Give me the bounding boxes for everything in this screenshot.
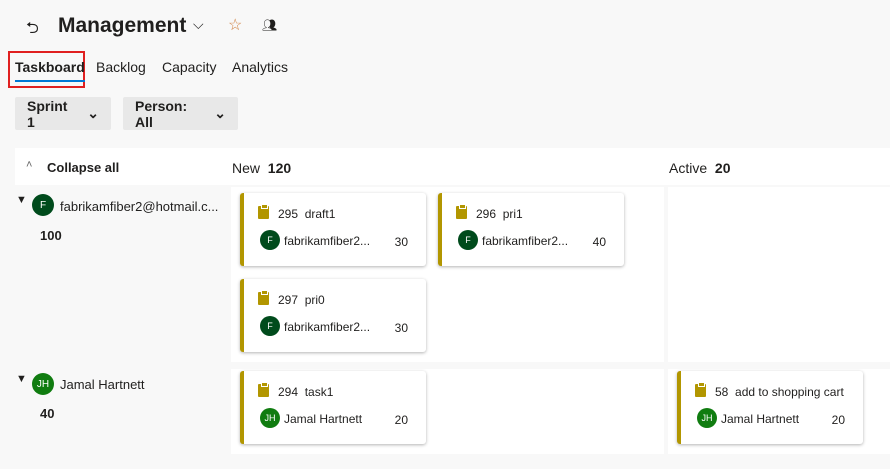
- tab-capacity[interactable]: Capacity: [162, 59, 217, 75]
- card-title-text: task1: [304, 385, 334, 399]
- avatar: JH: [32, 373, 54, 395]
- card-id: 297: [278, 293, 299, 307]
- task-card[interactable]: 296 pri1 F fabrikamfiber2... 40: [438, 193, 624, 266]
- task-clipboard-icon: [695, 382, 706, 397]
- card-id: 295: [278, 207, 299, 221]
- card-remaining-work[interactable]: 30: [394, 235, 408, 249]
- card-assignee[interactable]: fabrikamfiber2...: [284, 320, 371, 334]
- lane-cell: [668, 187, 890, 362]
- card-assignee[interactable]: Jamal Hartnett: [721, 412, 800, 426]
- column-count: 20: [714, 160, 731, 176]
- board-header: [15, 148, 890, 185]
- card-assignee[interactable]: fabrikamfiber2...: [284, 234, 371, 248]
- avatar: F: [458, 230, 478, 250]
- card-id: 294: [278, 385, 299, 399]
- expand-triangle-icon[interactable]: ▼: [16, 373, 27, 385]
- card-remaining-work[interactable]: 30: [394, 321, 408, 335]
- card-title[interactable]: 294 task1: [278, 385, 333, 399]
- card-title-text: draft1: [304, 207, 336, 221]
- lane-name: fabrikamfiber2@hotmail.c...: [60, 199, 219, 214]
- column-name: New: [232, 160, 261, 176]
- highlight-box: [8, 51, 85, 88]
- card-title-text: pri0: [304, 293, 325, 307]
- task-clipboard-icon: [258, 204, 269, 219]
- lane-hours: 40: [40, 406, 55, 421]
- avatar: JH: [697, 408, 717, 428]
- avatar: F: [32, 194, 54, 216]
- column-name: Active: [669, 160, 708, 176]
- card-title[interactable]: 58 add to shopping cart: [715, 385, 844, 399]
- chevron-down-icon: ⌄: [87, 105, 99, 121]
- task-clipboard-icon: [258, 382, 269, 397]
- card-remaining-work[interactable]: 40: [592, 235, 606, 249]
- page-title: Management: [58, 14, 187, 37]
- tab-backlog[interactable]: Backlog: [96, 59, 146, 75]
- collapse-icon[interactable]: ˄: [26, 159, 33, 171]
- sprint-dropdown[interactable]: Sprint 1 ⌄: [15, 97, 111, 130]
- card-remaining-work[interactable]: 20: [831, 413, 845, 427]
- column-header-new: New 120: [232, 160, 291, 176]
- star-icon[interactable]: ☆: [228, 17, 243, 34]
- card-assignee[interactable]: fabrikamfiber2...: [482, 234, 569, 248]
- card-title[interactable]: 295 draft1: [278, 207, 335, 221]
- card-title[interactable]: 297 pri0: [278, 293, 325, 307]
- person-label: Person: All: [135, 97, 188, 130]
- avatar: F: [260, 230, 280, 250]
- chevron-down-icon: ⌄: [214, 105, 226, 121]
- tab-analytics[interactable]: Analytics: [232, 59, 289, 75]
- avatar: F: [260, 316, 280, 336]
- task-card[interactable]: 295 draft1 F fabrikamfiber2... 30: [240, 193, 426, 266]
- tab-taskboard[interactable]: Taskboard: [15, 59, 85, 82]
- card-id: 58: [715, 385, 729, 399]
- lane-hours: 100: [40, 228, 62, 243]
- card-remaining-work[interactable]: 20: [394, 413, 408, 427]
- sprint-label: Sprint 1: [27, 97, 68, 130]
- chevron-down-icon[interactable]: ⌵: [193, 16, 204, 32]
- task-card[interactable]: 58 add to shopping cart JH Jamal Hartnet…: [677, 371, 863, 444]
- team-icon: ⮌: [26, 20, 39, 37]
- column-header-active: Active 20: [669, 160, 730, 176]
- lane-name: Jamal Hartnett: [60, 377, 145, 392]
- card-id: 296: [476, 207, 497, 221]
- task-clipboard-icon: [456, 204, 467, 219]
- person-dropdown[interactable]: Person: All ⌄: [123, 97, 238, 130]
- task-card[interactable]: 294 task1 JH Jamal Hartnett 20: [240, 371, 426, 444]
- column-count: 120: [267, 160, 292, 176]
- card-assignee[interactable]: Jamal Hartnett: [284, 412, 363, 426]
- task-clipboard-icon: [258, 290, 269, 305]
- card-title-text: pri1: [502, 207, 523, 221]
- task-card[interactable]: 297 pri0 F fabrikamfiber2... 30: [240, 279, 426, 352]
- collapse-all-button[interactable]: Collapse all: [47, 160, 120, 175]
- card-title-text: add to shopping cart: [735, 385, 844, 399]
- expand-triangle-icon[interactable]: ▼: [16, 194, 27, 206]
- avatar: JH: [260, 408, 280, 428]
- team-members-icon[interactable]: 👥︎: [262, 18, 278, 32]
- card-title[interactable]: 296 pri1: [476, 207, 523, 221]
